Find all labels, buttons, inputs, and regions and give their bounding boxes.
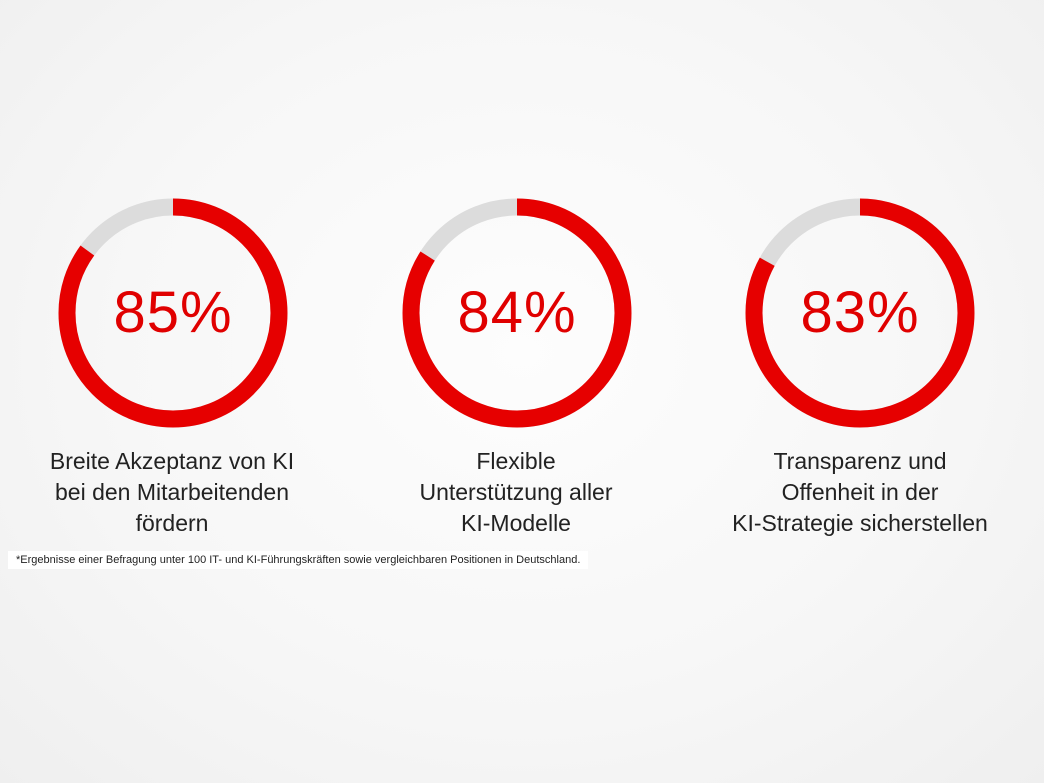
caption-1: Breite Akzeptanz von KI bei den Mitarbei… <box>12 446 332 539</box>
percent-label-1: 85% <box>113 280 233 345</box>
caption-3-line-3: KI-Strategie sicherstellen <box>732 510 988 536</box>
donut-chart-1 <box>58 198 288 428</box>
donut-fill-3 <box>745 198 975 428</box>
donut-chart-2 <box>402 198 632 428</box>
caption-3: Transparenz und Offenheit in der KI-Stra… <box>700 446 1020 539</box>
percent-label-2: 84% <box>457 280 577 345</box>
gauge-1: 85% <box>48 188 298 438</box>
caption-1-line-2: bei den Mitarbeitenden <box>55 479 289 505</box>
gauge-3: 83% <box>735 188 985 438</box>
donut-chart-3 <box>745 198 975 428</box>
caption-2-line-1: Flexible <box>476 448 556 474</box>
caption-2: Flexible Unterstützung aller KI-Modelle <box>356 446 676 539</box>
caption-1-line-1: Breite Akzeptanz von KI <box>49 448 295 474</box>
caption-2-line-2: Unterstützung aller <box>419 479 613 505</box>
gauge-2: 84% <box>392 188 642 438</box>
caption-1-line-3: fördern <box>135 510 209 536</box>
footnote: *Ergebnisse einer Befragung unter 100 IT… <box>8 551 589 569</box>
percent-label-3: 83% <box>800 280 920 345</box>
caption-3-line-2: Offenheit in der <box>781 479 939 505</box>
donut-fill-2 <box>402 198 632 428</box>
donut-fill-1 <box>58 198 288 428</box>
caption-3-line-1: Transparenz und <box>773 448 947 474</box>
caption-2-line-3: KI-Modelle <box>461 510 571 536</box>
